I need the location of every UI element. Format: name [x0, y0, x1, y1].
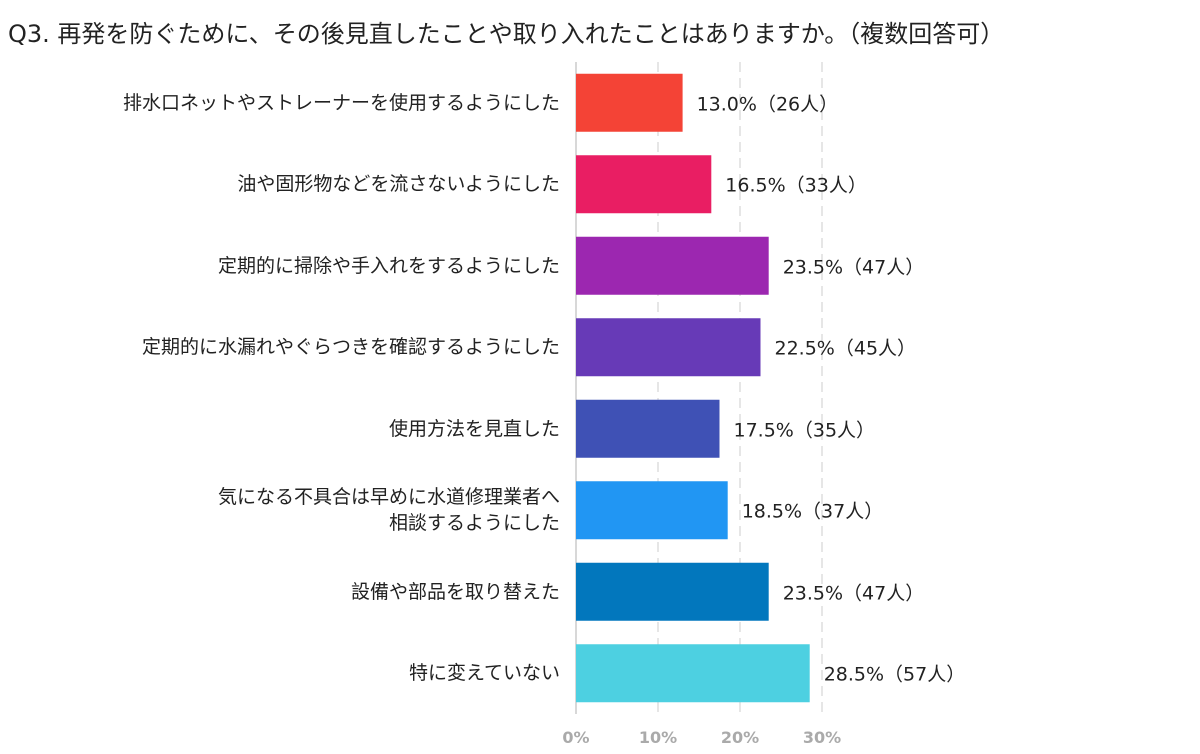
- category-label: 特に変えていない: [408, 662, 560, 685]
- category-label: 油や固形物などを流さないようにした: [237, 173, 560, 196]
- value-label: 16.5%（33人）: [725, 174, 867, 197]
- bar: [576, 155, 712, 214]
- bar: [576, 318, 761, 377]
- category-label: 使用方法を見直した: [388, 417, 560, 440]
- x-tick-label: 10%: [638, 728, 678, 747]
- value-label: 22.5%（45人）: [774, 337, 917, 360]
- x-tick-label: 20%: [720, 728, 760, 747]
- value-label: 17.5%（35人）: [733, 419, 876, 442]
- chart-title: Q3. 再発を防ぐために、その後見直したことや取り入れたことはありますか。（複数…: [8, 20, 1005, 48]
- x-tick-label: 30%: [802, 728, 842, 747]
- value-label: 28.5%（57人）: [823, 663, 966, 686]
- bar: [576, 73, 683, 132]
- value-label: 18.5%（37人）: [741, 500, 884, 523]
- value-label: 23.5%（47人）: [782, 256, 925, 279]
- x-tick-label: 0%: [562, 728, 590, 747]
- value-label: 23.5%（47人）: [782, 582, 925, 605]
- category-label: 気になる不具合は早めに水道修理業者へ 相談するようにした: [217, 486, 560, 535]
- value-label: 13.0%（26人）: [696, 93, 839, 116]
- bar: [576, 481, 728, 540]
- category-label: 設備や部品を取り替えた: [350, 580, 560, 603]
- bar: [576, 562, 769, 621]
- category-label: 定期的に掃除や手入れをするようにした: [217, 254, 560, 277]
- category-label: 排水口ネットやストレーナーを使用するようにした: [122, 91, 560, 114]
- category-label: 定期的に水漏れやぐらつきを確認するようにした: [141, 336, 560, 359]
- bar: [576, 644, 810, 703]
- bar: [576, 236, 769, 295]
- bar: [576, 399, 720, 458]
